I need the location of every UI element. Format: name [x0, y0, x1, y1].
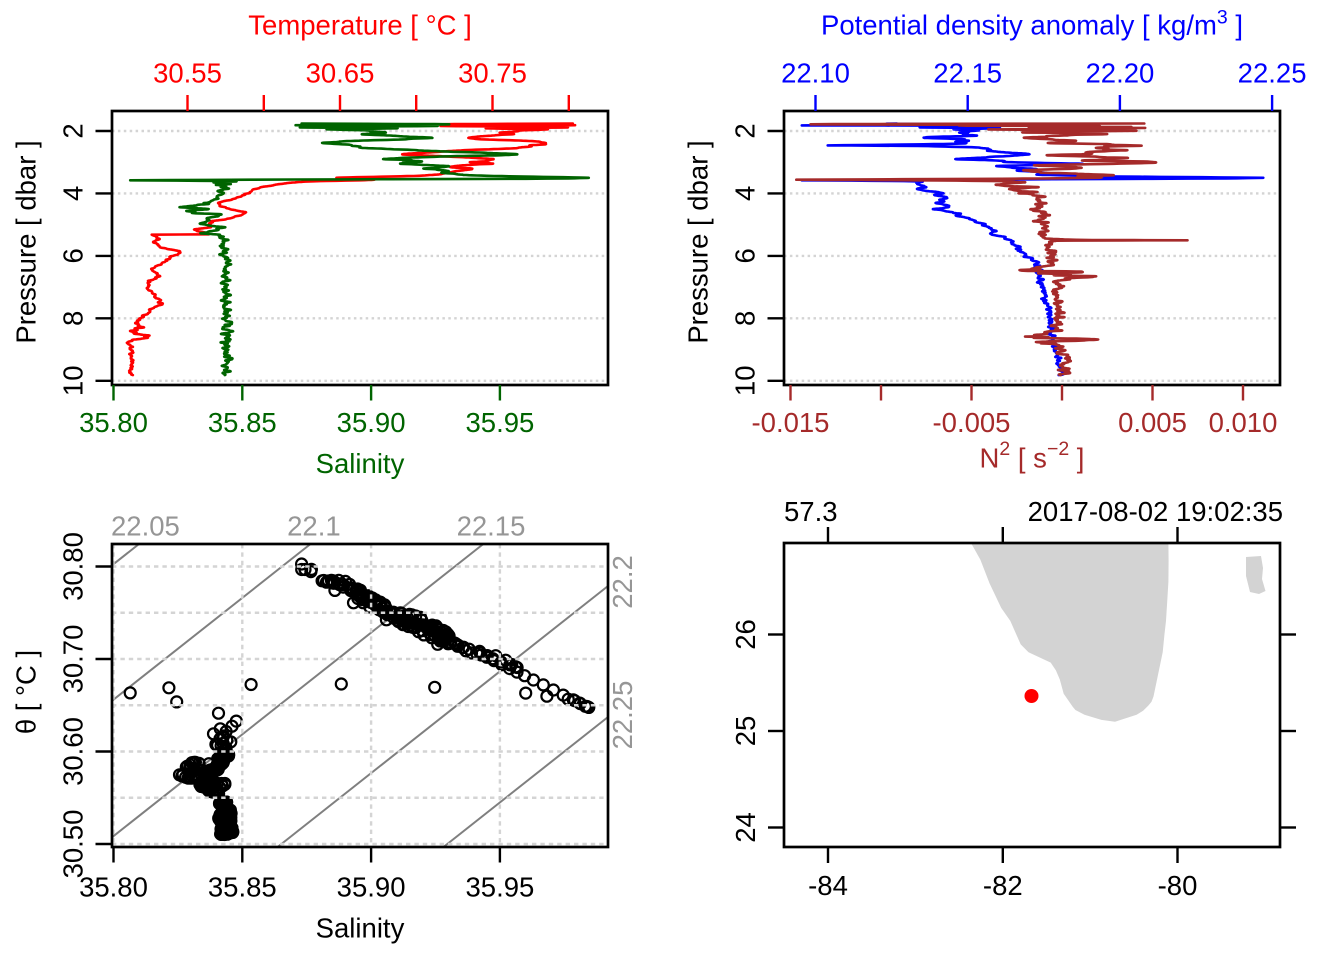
svg-text:6: 6	[730, 248, 761, 263]
svg-text:30.60: 30.60	[58, 717, 89, 786]
svg-text:4: 4	[58, 186, 89, 201]
svg-text:Pressure [ dbar ]: Pressure [ dbar ]	[11, 140, 42, 343]
svg-text:35.90: 35.90	[337, 407, 406, 438]
svg-text:10: 10	[730, 366, 761, 397]
svg-text:30.80: 30.80	[58, 532, 89, 601]
svg-text:2: 2	[58, 123, 89, 138]
svg-text:22.25: 22.25	[607, 681, 638, 750]
svg-text:22.1: 22.1	[287, 511, 341, 542]
svg-text:30.75: 30.75	[458, 58, 527, 89]
svg-text:8: 8	[58, 311, 89, 326]
svg-text:2017-08-02 19:02:35: 2017-08-02 19:02:35	[1028, 496, 1283, 527]
svg-text:35.90: 35.90	[337, 872, 406, 903]
svg-text:35.95: 35.95	[465, 407, 534, 438]
svg-text:35.80: 35.80	[79, 407, 148, 438]
svg-text:22.15: 22.15	[457, 511, 526, 542]
svg-text:22.15: 22.15	[933, 58, 1002, 89]
svg-text:10: 10	[58, 366, 89, 397]
svg-text:Pressure [ dbar ]: Pressure [ dbar ]	[683, 140, 714, 343]
svg-text:Salinity: Salinity	[316, 448, 405, 479]
svg-text:-82: -82	[983, 870, 1023, 901]
svg-text:Salinity: Salinity	[316, 913, 405, 944]
svg-text:57.3: 57.3	[784, 496, 838, 527]
svg-text:30.50: 30.50	[58, 810, 89, 879]
svg-text:35.85: 35.85	[208, 872, 277, 903]
svg-text:22.20: 22.20	[1085, 58, 1154, 89]
svg-text:35.85: 35.85	[208, 407, 277, 438]
svg-text:30.70: 30.70	[58, 625, 89, 694]
svg-text:25: 25	[730, 716, 761, 747]
svg-text:22.25: 22.25	[1238, 58, 1307, 89]
svg-text:4: 4	[730, 186, 761, 201]
svg-text:Temperature [ °C ]: Temperature [ °C ]	[248, 10, 471, 41]
svg-text:22.05: 22.05	[111, 511, 180, 542]
svg-text:-80: -80	[1158, 870, 1198, 901]
svg-text:22.10: 22.10	[781, 58, 850, 89]
svg-text:35.80: 35.80	[79, 872, 148, 903]
svg-text:-0.005: -0.005	[933, 407, 1011, 438]
svg-text:26: 26	[730, 619, 761, 650]
svg-text:30.65: 30.65	[306, 58, 375, 89]
svg-text:2: 2	[730, 123, 761, 138]
svg-text:-84: -84	[808, 870, 848, 901]
svg-text:22.2: 22.2	[607, 555, 638, 609]
svg-text:35.95: 35.95	[465, 872, 534, 903]
svg-text:0.005: 0.005	[1118, 407, 1187, 438]
svg-text:6: 6	[58, 248, 89, 263]
svg-text:θ [ °C ]: θ [ °C ]	[11, 650, 42, 734]
svg-text:Potential density anomaly [ kg: Potential density anomaly [ kg/m3 ]	[821, 7, 1243, 41]
svg-text:24: 24	[730, 812, 761, 843]
svg-text:0.010: 0.010	[1209, 407, 1278, 438]
svg-text:30.55: 30.55	[153, 58, 222, 89]
svg-text:-0.015: -0.015	[752, 407, 830, 438]
svg-text:N2 [ s−2 ]: N2 [ s−2 ]	[980, 438, 1085, 474]
svg-text:8: 8	[730, 311, 761, 326]
